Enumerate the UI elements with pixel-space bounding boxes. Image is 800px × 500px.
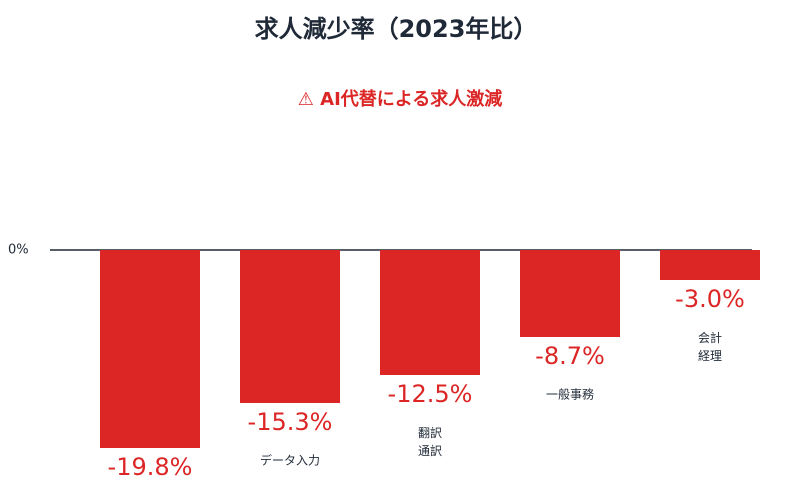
bar [380, 250, 480, 375]
value-label: -15.3% [248, 408, 333, 436]
x-tick-label: 会計経理 [698, 330, 722, 363]
chart-title: 求人減少率（2023年比） [255, 15, 538, 43]
value-label: -3.0% [675, 285, 745, 313]
bar [660, 250, 760, 280]
x-tick-label: 翻訳通訳 [418, 425, 442, 458]
x-tick-label: 一般事務 [546, 387, 594, 402]
bar [240, 250, 340, 403]
bar [100, 250, 200, 448]
bar [520, 250, 620, 337]
chart-subtitle: ⚠ AI代替による求人激減 [298, 88, 503, 110]
value-label: -8.7% [535, 342, 605, 370]
value-label: -19.8% [108, 453, 193, 481]
value-label: -12.5% [388, 380, 473, 408]
x-tick-label: データ入力 [260, 453, 320, 468]
y-tick-label: 0% [8, 243, 29, 258]
